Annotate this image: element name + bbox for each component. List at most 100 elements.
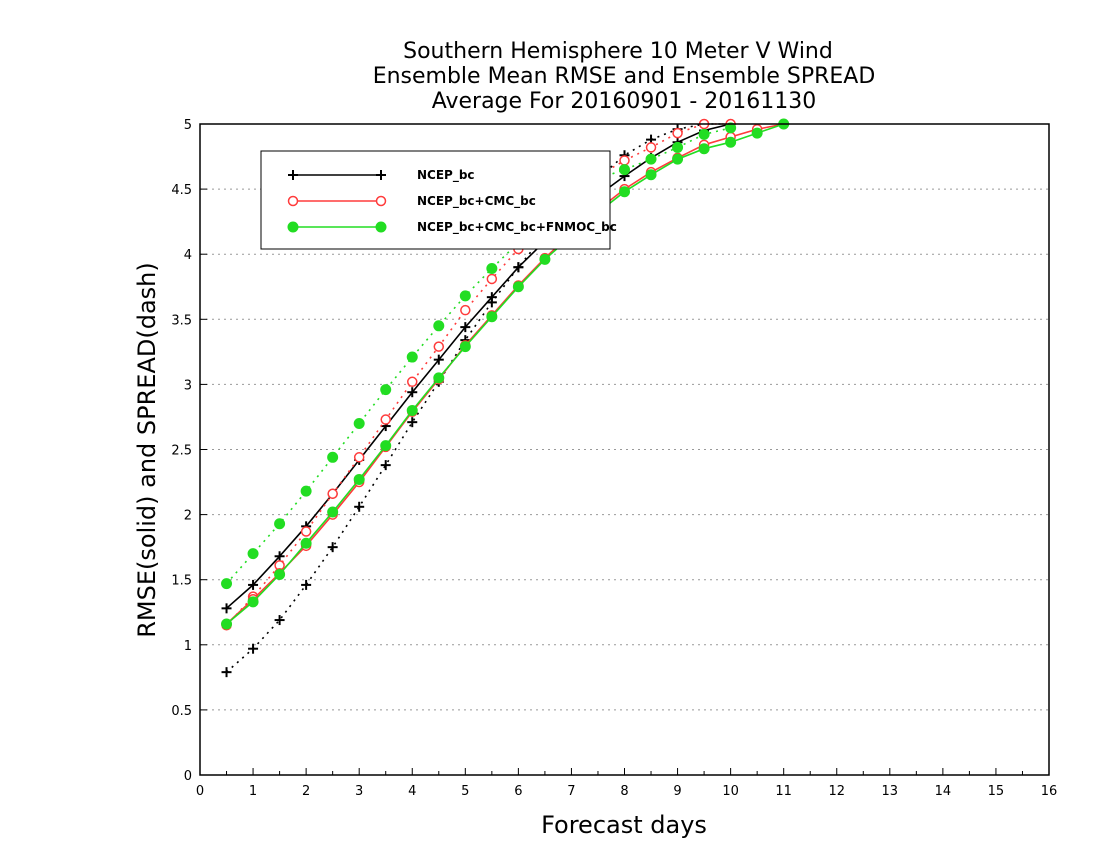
x-tick-label: 1 xyxy=(249,784,257,799)
x-axis-ticks: 0 1 2 3 4 5 6 7 8 9 10 11 12 13 14 15 16 xyxy=(196,768,1057,799)
legend-marker xyxy=(375,195,387,207)
series-1-spread-line xyxy=(225,123,731,673)
series-1-spread-point xyxy=(248,643,259,654)
legend-item-3: NCEP_bc+CMC_bc+FNMOC_bc xyxy=(287,220,617,235)
series-1-rmse-point xyxy=(407,387,418,398)
series-3-spread-point xyxy=(698,128,710,140)
series-1-rmse-point xyxy=(248,579,259,590)
chart-title: Southern Hemisphere 10 Meter V Wind Ense… xyxy=(373,39,876,114)
series-1-spread-point xyxy=(327,542,338,553)
series-2-spread-point xyxy=(300,526,312,537)
y-tick-label: 4 xyxy=(184,248,192,263)
y-tick-label: 3.5 xyxy=(171,313,192,328)
y-tick-label: 3 xyxy=(184,378,192,393)
legend-marker xyxy=(288,170,298,180)
series-3-spread-point xyxy=(406,351,418,363)
series-3-spread-point xyxy=(486,263,498,275)
series-3-rmse-point xyxy=(512,281,524,293)
series-3-rmse-point xyxy=(380,440,392,452)
series-1-rmse-point xyxy=(433,354,444,365)
series-3-spread-point xyxy=(274,518,286,530)
legend-label: NCEP_bc xyxy=(417,168,475,183)
series-2-rmse-line xyxy=(225,123,784,625)
legend-label: NCEP_bc+CMC_bc xyxy=(417,194,536,209)
y-tick-label: 1 xyxy=(184,639,192,654)
series-3-spread-point xyxy=(353,417,365,429)
series-2-spread-point xyxy=(380,414,391,425)
legend-label: NCEP_bc+CMC_bc+FNMOC_bc xyxy=(417,220,617,235)
series-1-rmse-point xyxy=(274,551,285,562)
x-tick-label: 16 xyxy=(1041,784,1058,799)
series-3-rmse-point xyxy=(221,618,233,630)
series-3-rmse-point xyxy=(406,404,418,416)
x-tick-label: 4 xyxy=(408,784,416,799)
x-tick-label: 0 xyxy=(196,784,204,799)
x-tick-label: 15 xyxy=(988,784,1005,799)
legend-box xyxy=(260,150,611,250)
x-tick-label: 13 xyxy=(882,784,899,799)
series-2-spread-point xyxy=(433,341,445,352)
x-tick-label: 10 xyxy=(722,784,739,799)
series-3-spread-point xyxy=(221,578,233,590)
y-tick-label: 4.5 xyxy=(171,183,192,198)
series-2-spread-point xyxy=(460,304,471,316)
y-axis-ticks: 0 0.5 1 1.5 2 2.5 3 3.5 4 4.5 5 xyxy=(171,118,207,784)
series-3-spread-point xyxy=(645,153,657,165)
series-1-spread-point xyxy=(407,417,418,428)
series-3-spread-point xyxy=(619,164,630,176)
series-3-rmse-point xyxy=(672,153,684,165)
series-1-rmse-point xyxy=(221,603,232,614)
series-1-rmse-point xyxy=(513,262,524,273)
legend-item-1: NCEP_bc xyxy=(288,168,475,183)
x-axis-label: Forecast days xyxy=(541,811,707,839)
y-tick-label: 0 xyxy=(184,769,192,784)
title-line-3: Average For 20160901 - 20161130 xyxy=(432,89,817,114)
series-3-spread-point xyxy=(300,485,312,497)
y-tick-label: 2 xyxy=(184,509,192,524)
series-3-rmse-point xyxy=(459,341,471,353)
x-tick-label: 12 xyxy=(828,784,845,799)
legend-items: NCEP_bc NCEP_bc+CMC_bc NCEP_bc+CMC_bc+FNMO… xyxy=(287,168,617,235)
series-1-spread-point xyxy=(221,667,232,678)
series-3-rmse-point xyxy=(486,311,498,323)
y-tick-label: 0.5 xyxy=(171,704,192,719)
series-3-rmse-point xyxy=(698,143,710,155)
y-tick-label: 5 xyxy=(184,118,192,133)
series-3-spread-point xyxy=(672,141,684,153)
title-line-2: Ensemble Mean RMSE and Ensemble SPREAD xyxy=(373,64,876,89)
series-3-rmse-line xyxy=(225,123,784,625)
x-tick-label: 8 xyxy=(620,784,628,799)
series-3-rmse-point xyxy=(619,186,630,198)
series-3-rmse-point xyxy=(274,568,286,580)
x-tick-label: 2 xyxy=(302,784,310,799)
series-2-spread-point xyxy=(353,452,365,463)
series-3-rmse-point xyxy=(645,169,657,181)
y-tick-label: 1.5 xyxy=(171,574,192,589)
x-tick-label: 11 xyxy=(775,784,792,799)
series-3-rmse-point xyxy=(539,253,551,265)
y-tick-label: 2.5 xyxy=(171,444,192,459)
series-2-spread-point xyxy=(645,142,657,153)
series-3-rmse-point xyxy=(327,506,339,518)
x-tick-label: 3 xyxy=(355,784,363,799)
legend-item-2: NCEP_bc+CMC_bc xyxy=(287,194,536,209)
series-3-spread-point xyxy=(459,290,471,302)
legend-marker xyxy=(287,195,299,207)
series-2-spread-point xyxy=(672,127,683,139)
legend-marker xyxy=(376,170,386,180)
series-3-spread-point xyxy=(327,451,339,463)
legend-marker xyxy=(375,221,387,233)
series-3-rmse-point xyxy=(353,473,365,485)
series-2-spread-point xyxy=(619,155,630,166)
series-3-rmse-point xyxy=(433,372,445,384)
legend-marker xyxy=(287,221,299,233)
series-1-rmse-point xyxy=(486,292,497,303)
x-tick-label: 5 xyxy=(461,784,469,799)
series-1-rmse-point xyxy=(460,322,471,333)
series-1-spread-point xyxy=(274,615,285,626)
series-3-spread-point xyxy=(725,122,737,134)
series-1-spread-point xyxy=(301,579,312,590)
series-3-rmse-point xyxy=(725,136,737,148)
series-2-spread-point xyxy=(327,488,338,500)
